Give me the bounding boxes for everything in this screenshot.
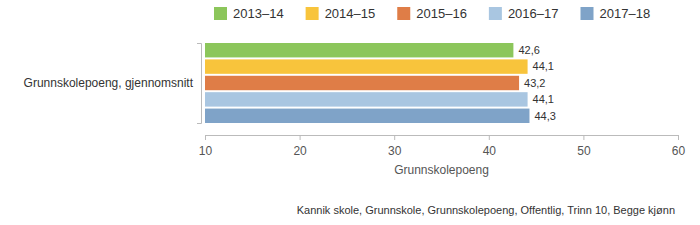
tick-mark	[489, 135, 490, 140]
legend-item: 2016–17	[489, 6, 559, 21]
data-label: 43,2	[524, 77, 545, 89]
tick: 30	[388, 135, 402, 158]
legend: 2013–14 2014–15 2015–16 2016–17 2017–18	[214, 6, 650, 21]
tick-mark	[205, 135, 206, 140]
tick-label: Grunnskolepoeng, gjennomsnitt	[24, 76, 194, 90]
tick: Grunnskolepoeng, gjennomsnitt	[24, 76, 201, 90]
chart: 42,6 44,1 43,2 44,1 44,3 10 20 30 40 50 60 Grunnsko…	[0, 0, 700, 225]
data-labels: 42,6 44,1 43,2 44,1 44,3	[518, 44, 556, 122]
legend-swatch	[214, 7, 227, 20]
data-label: 44,1	[533, 93, 554, 105]
tick-label: 50	[577, 144, 591, 158]
axis-title: Grunnskolepoeng	[394, 163, 489, 177]
tick-mark	[300, 135, 301, 140]
tick: 20	[293, 135, 307, 158]
bar	[205, 109, 529, 123]
legend-swatch	[306, 7, 319, 20]
data-label: 42,6	[518, 44, 539, 56]
axis-line	[197, 44, 202, 124]
bar	[205, 76, 519, 90]
legend-swatch	[581, 7, 594, 20]
legend-item: 2015–16	[397, 6, 467, 21]
legend-label: 2014–15	[325, 6, 376, 21]
legend-label: 2015–16	[416, 6, 467, 21]
legend-item: 2014–15	[306, 6, 376, 21]
legend-swatch	[397, 7, 410, 20]
data-label: 44,3	[534, 110, 555, 122]
legend-swatch	[489, 7, 502, 20]
tick-mark	[678, 135, 679, 140]
bar	[205, 92, 528, 106]
legend-item: 2017–18	[581, 6, 651, 21]
tick-label: 10	[199, 144, 213, 158]
subtitle: Kannik skole, Grunnskole, Grunnskolepoen…	[297, 204, 675, 216]
bar	[205, 43, 513, 57]
tick-label: 40	[483, 144, 497, 158]
bars	[205, 43, 529, 123]
y-axis: Grunnskolepoeng, gjennomsnitt	[24, 44, 202, 124]
data-label: 44,1	[533, 60, 554, 72]
legend-label: 2016–17	[508, 6, 559, 21]
legend-label: 2013–14	[233, 6, 284, 21]
tick-mark	[583, 135, 584, 140]
tick-label: 20	[293, 144, 307, 158]
x-axis: 10 20 30 40 50 60	[199, 135, 686, 158]
bar	[205, 59, 528, 73]
tick-mark	[394, 135, 395, 140]
tick-label: 30	[388, 144, 402, 158]
axis-line	[206, 136, 679, 141]
tick-label: 60	[672, 144, 686, 158]
legend-item: 2013–14	[214, 6, 284, 21]
tick: 10	[199, 135, 213, 158]
tick: 50	[577, 135, 591, 158]
legend-label: 2017–18	[600, 6, 651, 21]
tick: 40	[483, 135, 497, 158]
tick: 60	[672, 135, 686, 158]
